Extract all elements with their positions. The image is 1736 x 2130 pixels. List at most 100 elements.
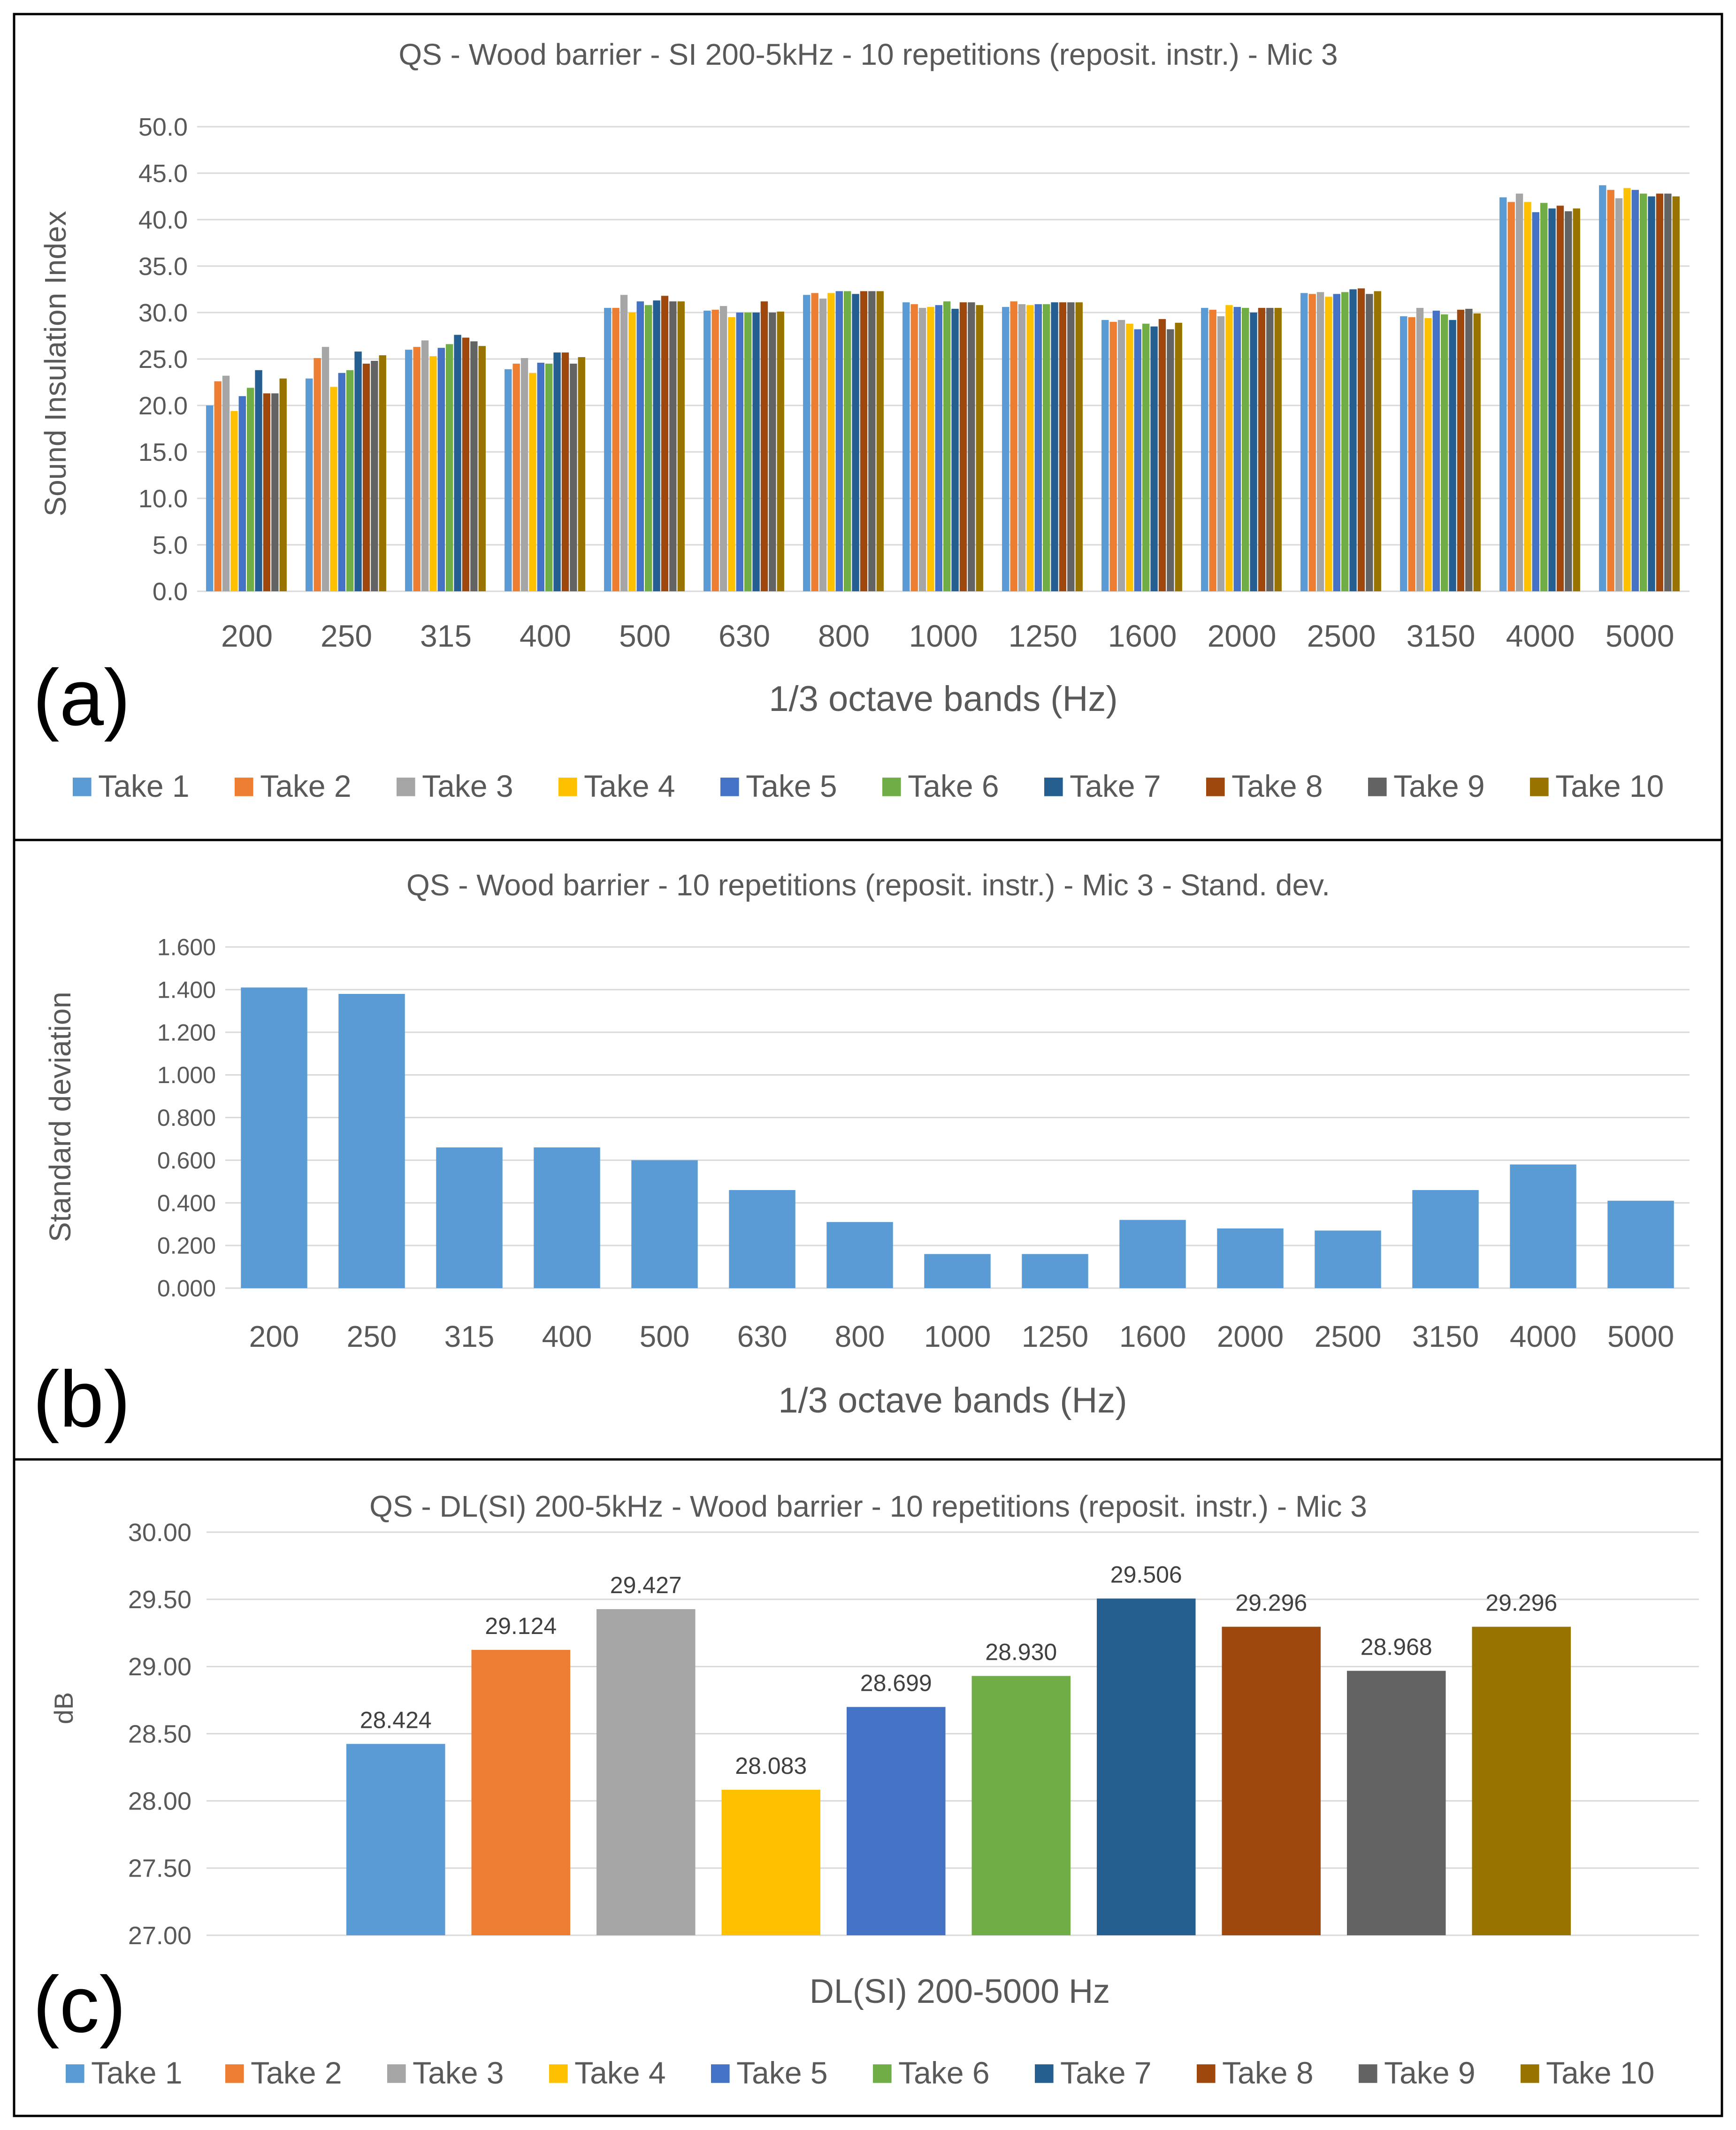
chart-a-legend-label: Take 4 [584,769,675,803]
chart-a-bar [719,306,727,591]
chart-a-legend-label: Take 3 [422,769,513,803]
chart-c-bar [346,1744,445,1935]
chart-a-bar [1457,310,1465,591]
chart-a-bar [1266,308,1274,591]
chart-c-legend: Take 1 Take 2 Take 3 Take 4 Take 5 Take 6 Take… [66,2055,1654,2090]
chart-b-bar [1412,1190,1479,1288]
chart-a-bar [1607,190,1614,591]
chart-b-x-axis-label: 1/3 octave bands (Hz) [778,1381,1127,1420]
chart-a-bar [1648,196,1655,591]
chart-a-x-tick-label: 250 [321,618,372,653]
chart-a-bar [1565,211,1572,591]
chart-a-x-tick-label: 500 [619,618,671,653]
chart-a-bar [561,352,569,591]
chart-a-bar [1515,193,1523,591]
chart-a-bar [1209,310,1216,591]
chart-b-x-tick-label: 1250 [1022,1320,1088,1353]
chart-a-bar [462,337,470,591]
chart-c-legend-label: Take 2 [251,2055,342,2090]
chart-a-bar [1043,304,1050,591]
chart-a-y-tick-label: 10.0 [138,485,188,513]
chart-a-bar [1441,314,1448,591]
chart-a-bar [902,302,910,591]
chart-b-y-tick-label: 0.200 [157,1233,216,1259]
chart-a-bar [222,375,230,591]
chart-b-bar [729,1190,795,1288]
chart-a-bar [1308,294,1316,591]
chart-b-x-tick-label: 400 [542,1320,592,1353]
chart-a-bar [835,291,843,591]
chart-a-bar [1225,305,1233,591]
chart-a-bar [1640,193,1647,591]
chart-a-bar [470,341,478,591]
chart-b-y-tick-label: 1.000 [157,1062,216,1088]
chart-b-y-tick-label: 0.400 [157,1190,216,1216]
chart-a-bar [951,309,959,591]
chart-a-legend-label: Take 2 [260,769,351,803]
chart-a-bar [279,378,287,591]
chart-a-bar [752,313,760,591]
chart-a-bar [1018,304,1026,591]
chart-b-x-tick-label: 3150 [1412,1320,1479,1353]
chart-c-y-tick-labels: 27.00 27.50 28.00 28.50 29.00 29.50 30.00 [128,1519,191,1950]
chart-a-bar [1101,320,1109,591]
chart-c-legend-swatch [66,2064,84,2083]
chart-a-legend-swatch [1368,778,1387,796]
chart-a-bar [437,348,445,591]
chart-c-legend-swatch [1035,2064,1054,2083]
chart-a-bar [811,293,818,591]
chart-a-y-tick-label: 25.0 [138,345,188,374]
chart-a-bar [1333,294,1340,591]
chart-a-bar [1051,302,1058,591]
chart-a-bar [1233,307,1241,591]
chart-c-data-label: 28.083 [735,1753,807,1779]
chart-a-bar [1067,302,1075,591]
chart-b-y-axis-label: Standard deviation [43,992,77,1242]
chart-c-bar [1222,1626,1321,1935]
chart-a-bar [379,355,386,591]
chart-c-y-axis-label: dB [49,1692,78,1725]
chart-b-bar [826,1222,893,1288]
chart-c-data-label: 29.506 [1110,1561,1182,1588]
chart-a-bar [827,293,835,591]
chart-a-bar [1167,329,1174,591]
chart-a-bar [1150,326,1158,591]
chart-a-bar [362,363,370,591]
chart-b-bar [436,1147,503,1288]
chart-a-bar [1075,302,1083,591]
chart-b-bar [924,1254,991,1288]
chart-a-bar [1540,203,1548,591]
chart-a-bar [620,295,628,591]
chart-b-y-tick-labels: 0.000 0.200 0.400 0.600 0.800 1.000 1.200 1.400… [157,934,216,1302]
chart-a-bar [1623,188,1631,591]
chart-a-legend-label: Take 1 [98,769,189,803]
chart-a-bar [230,411,238,591]
chart-c-legend-swatch [873,2064,892,2083]
chart-a-bar [1449,320,1456,591]
chart-c-legend-label: Take 9 [1384,2055,1475,2090]
chart-a-bar [338,373,345,591]
chart-a-bar [669,301,677,591]
chart-b-x-tick-label: 200 [249,1320,299,1353]
chart-a-bar [321,347,329,591]
chart-a-bar [976,305,983,591]
chart-a-bar [1424,318,1432,591]
chart-c-legend-swatch [549,2064,568,2083]
chart-a-bar [354,351,362,591]
chart-c-y-tick-label: 28.00 [128,1787,191,1816]
chart-c-legend-label: Take 3 [413,2055,504,2090]
chart-b-bar [241,987,307,1288]
chart-c-data-label: 29.296 [1235,1590,1307,1616]
chart-b-y-tick-label: 1.600 [157,934,216,961]
chart-a-bar [612,308,619,591]
chart-a-bar [1374,291,1381,591]
chart-a-bar [1059,302,1067,591]
chart-a-bar [1316,292,1324,591]
chart-a-bar [454,335,461,591]
chart-c-y-tick-label: 29.00 [128,1653,191,1681]
chart-a-bar [405,350,413,591]
chart-a-bar [1142,323,1150,591]
chart-a-y-tick-label: 35.0 [138,252,188,281]
chart-c-legend-label: Take 7 [1060,2055,1151,2090]
